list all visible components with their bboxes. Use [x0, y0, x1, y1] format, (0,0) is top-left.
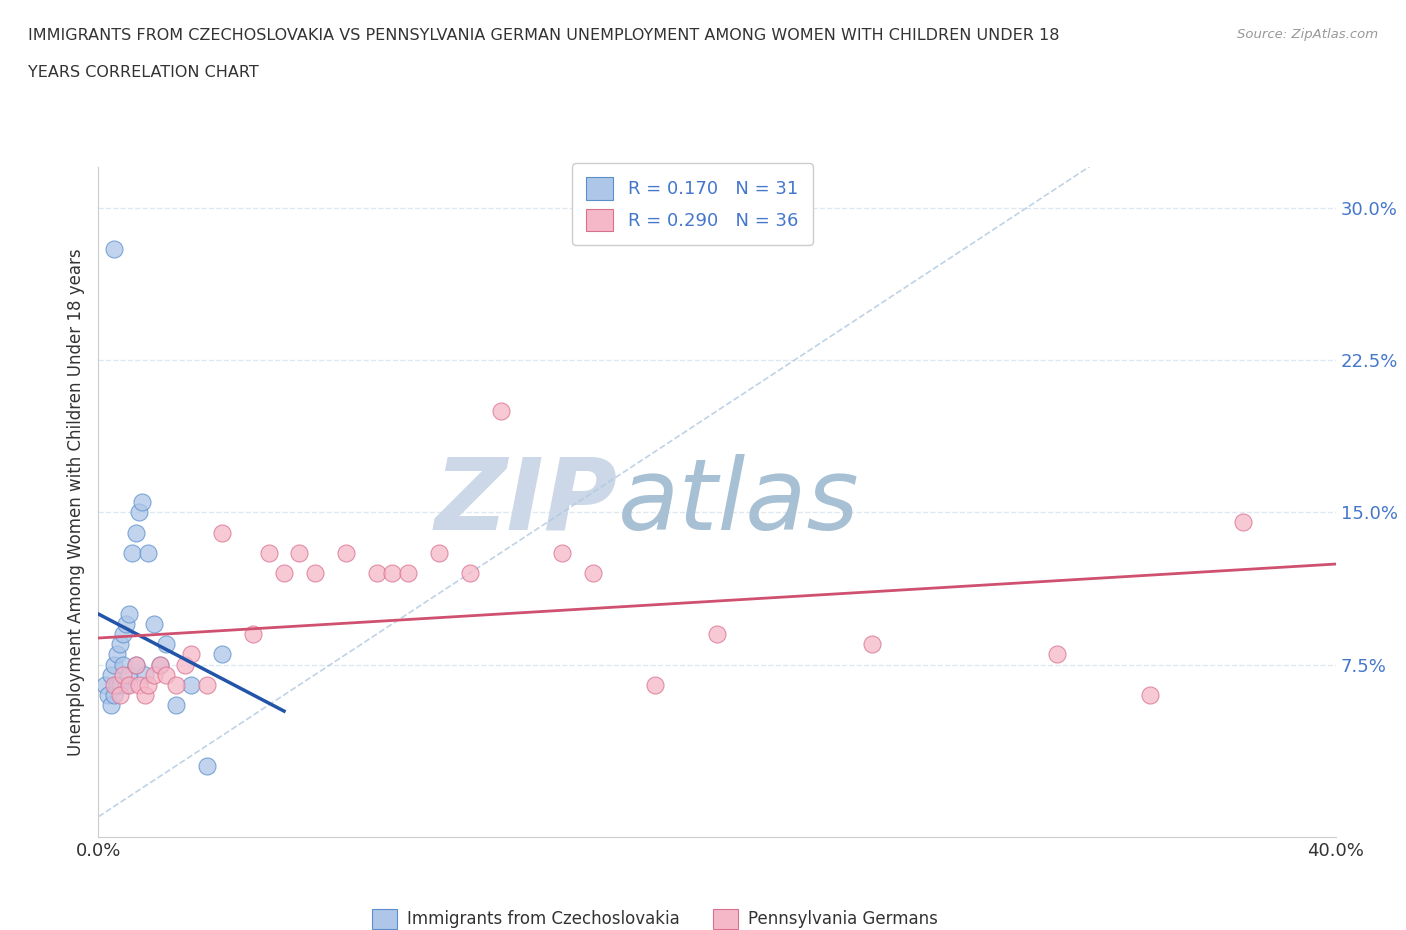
Point [165, 698, 187, 712]
Legend: Immigrants from Czechoslovakia, Pennsylvania Germans: Immigrants from Czechoslovakia, Pennsylv… [366, 902, 945, 930]
Point [180, 677, 202, 692]
Point [180, 647, 202, 662]
Point [1046, 647, 1069, 662]
Point [118, 677, 141, 692]
Point [105, 677, 128, 692]
Point [335, 546, 357, 561]
Point [103, 658, 125, 672]
Point [134, 667, 156, 682]
Point [108, 687, 131, 702]
Point [1232, 515, 1254, 530]
Y-axis label: Unemployment Among Women with Children Under 18 years: Unemployment Among Women with Children U… [67, 248, 86, 756]
Point [155, 667, 177, 682]
Point [112, 658, 135, 672]
Point [288, 546, 311, 561]
Point [131, 495, 153, 510]
Point [118, 667, 141, 682]
Point [706, 627, 728, 642]
Point [551, 546, 574, 561]
Point [396, 565, 419, 580]
Text: YEARS CORRELATION CHART: YEARS CORRELATION CHART [28, 65, 259, 80]
Point [100, 667, 122, 682]
Point [112, 627, 135, 642]
Point [108, 637, 131, 652]
Point [273, 565, 295, 580]
Point [155, 637, 177, 652]
Point [165, 677, 187, 692]
Text: atlas: atlas [619, 454, 859, 551]
Point [366, 565, 388, 580]
Point [124, 658, 146, 672]
Point [195, 759, 218, 774]
Point [103, 687, 125, 702]
Point [97, 687, 120, 702]
Point [105, 647, 128, 662]
Point [124, 658, 146, 672]
Point [124, 525, 146, 540]
Point [211, 525, 233, 540]
Point [257, 546, 280, 561]
Point [211, 647, 233, 662]
Point [381, 565, 404, 580]
Point [115, 677, 138, 692]
Point [108, 677, 131, 692]
Point [195, 677, 218, 692]
Point [118, 606, 141, 621]
Point [174, 658, 197, 672]
Point [136, 677, 159, 692]
Point [582, 565, 605, 580]
Point [427, 546, 450, 561]
Point [136, 546, 159, 561]
Point [860, 637, 883, 652]
Text: ZIP: ZIP [434, 454, 619, 551]
Point [128, 505, 150, 520]
Point [93, 677, 115, 692]
Point [115, 617, 138, 631]
Point [143, 617, 166, 631]
Text: IMMIGRANTS FROM CZECHOSLOVAKIA VS PENNSYLVANIA GERMAN UNEMPLOYMENT AMONG WOMEN W: IMMIGRANTS FROM CZECHOSLOVAKIA VS PENNSY… [28, 28, 1060, 43]
Point [149, 658, 172, 672]
Point [103, 241, 125, 256]
Point [112, 667, 135, 682]
Point [121, 546, 143, 561]
Point [489, 404, 512, 418]
Point [242, 627, 264, 642]
Point [149, 658, 172, 672]
Point [103, 677, 125, 692]
Point [128, 677, 150, 692]
Point [644, 677, 666, 692]
Point [458, 565, 481, 580]
Point [143, 667, 166, 682]
Point [304, 565, 326, 580]
Point [134, 687, 156, 702]
Point [1139, 687, 1161, 702]
Text: Source: ZipAtlas.com: Source: ZipAtlas.com [1237, 28, 1378, 41]
Point [100, 698, 122, 712]
